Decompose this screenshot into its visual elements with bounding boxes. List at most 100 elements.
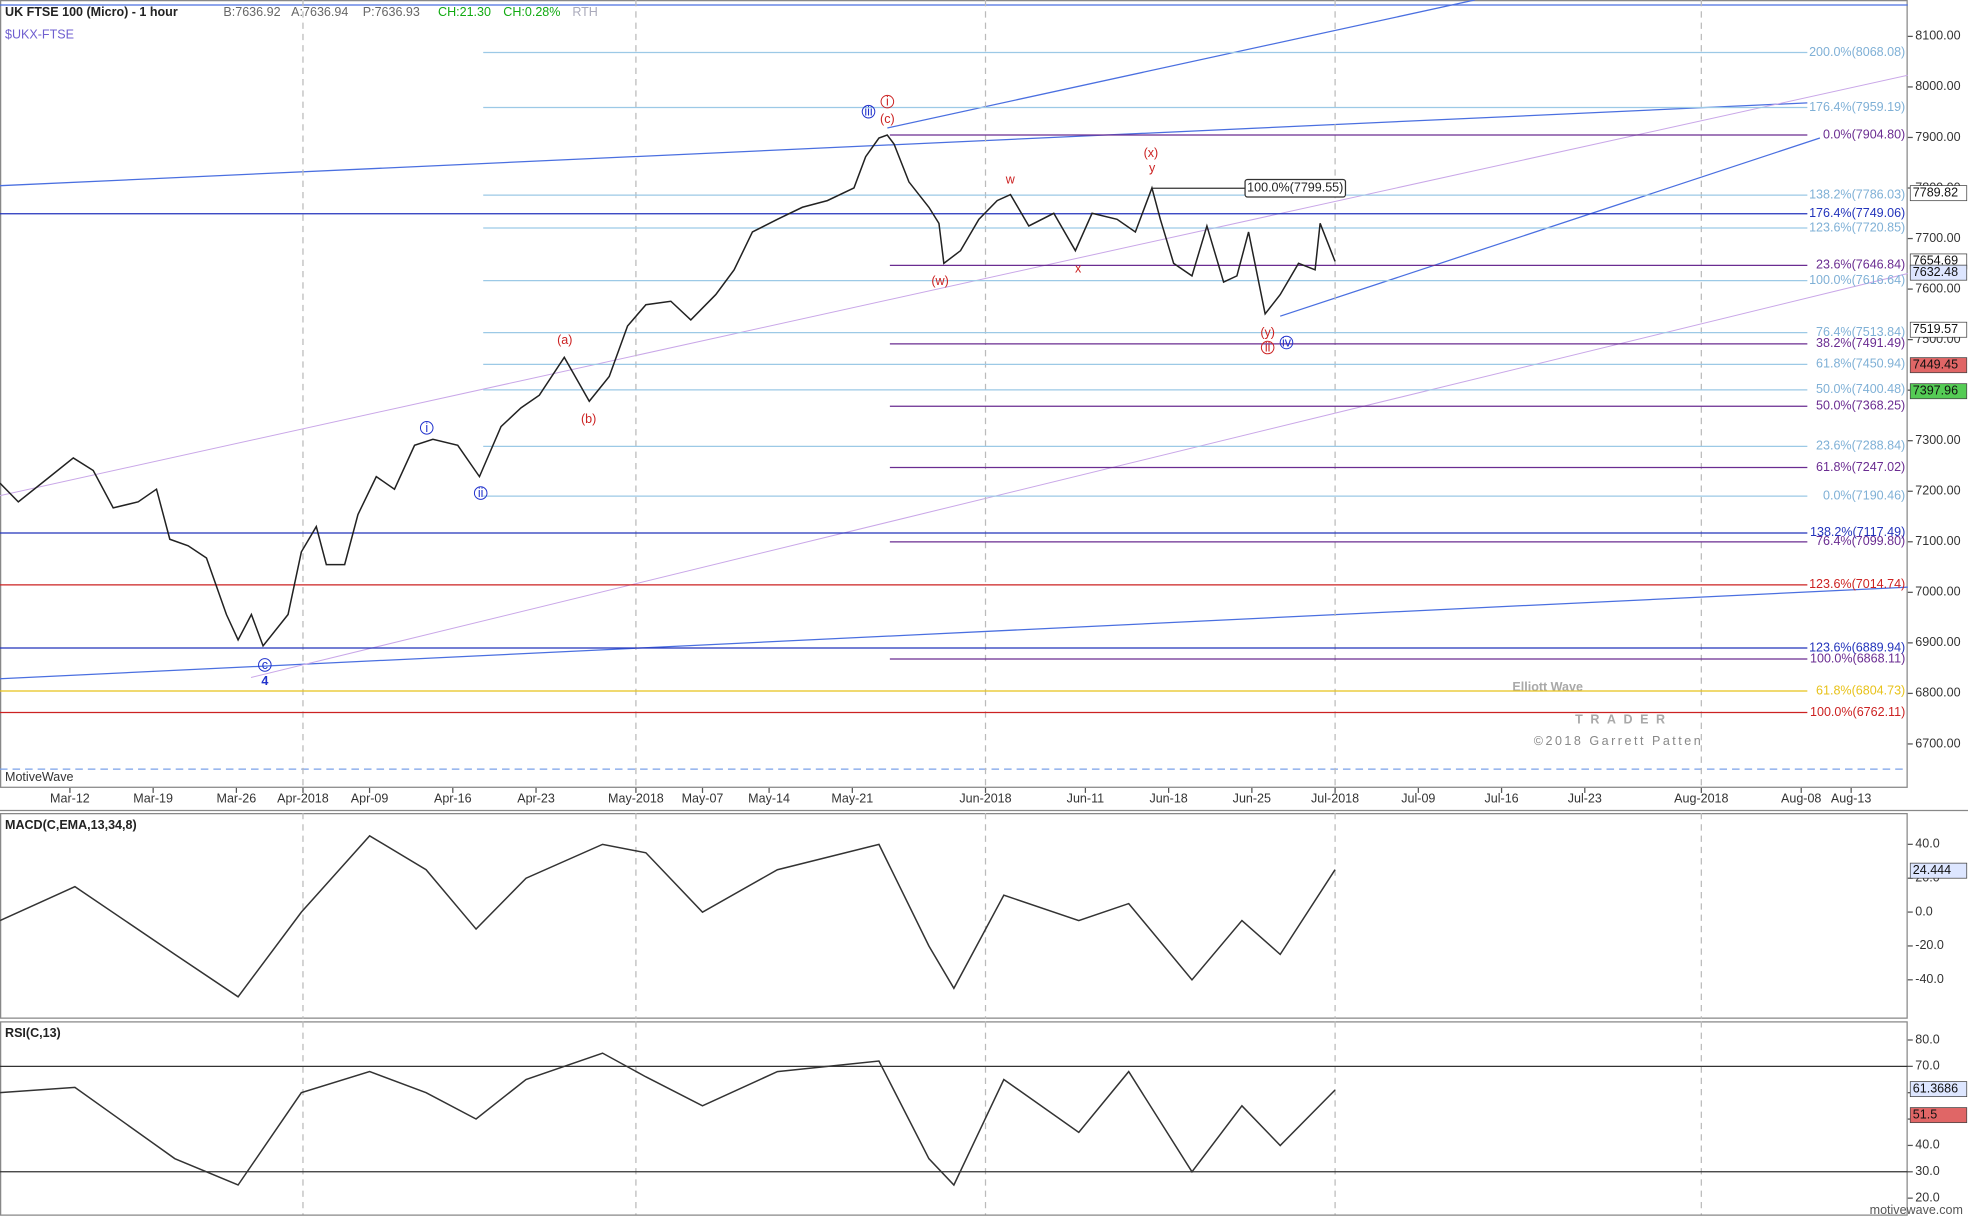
fib-label: 0.0%(7904.80) bbox=[1823, 127, 1905, 141]
fib-label: 100.0%(6762.11) bbox=[1810, 705, 1905, 719]
panel-title: RSI(C,13) bbox=[5, 1026, 61, 1040]
price-tag-label: 7654.69 bbox=[1913, 254, 1958, 268]
quote-field: RTH bbox=[572, 5, 598, 19]
price-tag bbox=[1909, 321, 1968, 338]
y-tick-label: 8000.00 bbox=[1915, 79, 1960, 93]
watermark-copyright: ©2018 Garrett Patten bbox=[1534, 734, 1704, 748]
y-tick-label: 7900.00 bbox=[1915, 130, 1960, 144]
fib-label: 138.2%(7117.49) bbox=[1810, 525, 1905, 539]
wave-label: ii bbox=[478, 486, 484, 500]
x-tick-label: Mar-19 bbox=[133, 792, 173, 806]
wave-circle bbox=[473, 486, 488, 500]
fib-label: 76.4%(7513.84) bbox=[1816, 325, 1905, 339]
series-line bbox=[0, 834, 1336, 998]
fib-label: 23.6%(7646.84) bbox=[1816, 258, 1905, 272]
y-tick-label: 70.0 bbox=[1915, 1059, 1939, 1073]
fib-label: 200.0%(8068.08) bbox=[1809, 45, 1905, 59]
y-tick-label: 7000.00 bbox=[1915, 585, 1960, 599]
price-tag bbox=[1909, 264, 1968, 281]
wave-label: x bbox=[1075, 261, 1082, 275]
wave-circle bbox=[1260, 340, 1275, 355]
fib-label: 123.6%(7720.85) bbox=[1809, 220, 1905, 234]
x-tick-label: Jul-23 bbox=[1568, 792, 1602, 806]
fib-label: 38.2%(7491.49) bbox=[1816, 336, 1905, 350]
x-tick-label: Mar-26 bbox=[217, 792, 257, 806]
price-tag-label: 51.5 bbox=[1913, 1107, 1937, 1121]
y-tick-label: 7700.00 bbox=[1915, 231, 1960, 245]
y-tick-label: 7100.00 bbox=[1915, 534, 1960, 548]
x-tick-label: Apr-16 bbox=[434, 792, 472, 806]
y-tick-label: 40.0 bbox=[1915, 837, 1939, 851]
x-tick-label: May-07 bbox=[682, 792, 724, 806]
x-tick-label: May-2018 bbox=[608, 792, 664, 806]
x-tick-label: Jun-2018 bbox=[959, 792, 1011, 806]
x-tick-label: Jun-11 bbox=[1067, 792, 1104, 806]
quote-field: P:7636.93 bbox=[363, 5, 420, 19]
x-tick-label: May-14 bbox=[748, 792, 790, 806]
panel-title: MACD(C,EMA,13,34,8) bbox=[5, 818, 137, 832]
trend-line bbox=[1280, 137, 1821, 317]
wave-label: (w) bbox=[931, 274, 948, 288]
y-tick-label: 6900.00 bbox=[1915, 635, 1960, 649]
fib-label: 176.4%(7749.06) bbox=[1809, 206, 1905, 220]
callout-label: 100.0%(7799.55) bbox=[1247, 181, 1343, 195]
price-tag bbox=[1909, 862, 1968, 879]
price-tag bbox=[1909, 1081, 1968, 1098]
x-tick-label: Jul-16 bbox=[1484, 792, 1518, 806]
wave-label: (x) bbox=[1144, 146, 1159, 160]
price-tag bbox=[1909, 185, 1968, 202]
channel-line bbox=[0, 74, 1908, 497]
x-tick-label: Jun-18 bbox=[1149, 792, 1187, 806]
x-tick-label: Aug-2018 bbox=[1674, 792, 1728, 806]
quote-field: CH:0.28% bbox=[503, 5, 560, 19]
price-tag-label: 24.444 bbox=[1913, 863, 1951, 877]
price-tag bbox=[1909, 1107, 1968, 1124]
wave-label: i bbox=[886, 95, 889, 109]
y-tick-label: 8100.00 bbox=[1915, 29, 1960, 43]
watermark-brand: Elliott Wave bbox=[1512, 680, 1583, 694]
y-tick-label: 40.0 bbox=[1915, 1138, 1939, 1152]
wave-circle bbox=[861, 104, 876, 119]
fib-label: 76.4%(7099.80) bbox=[1816, 534, 1905, 548]
wave-label: (c) bbox=[880, 112, 895, 126]
quote-field: CH:21.30 bbox=[438, 5, 491, 19]
fib-label: 23.6%(7288.84) bbox=[1816, 439, 1905, 453]
wave-circle bbox=[419, 421, 434, 435]
wave-label: (a) bbox=[557, 333, 572, 347]
wave-circle bbox=[258, 658, 272, 672]
fib-label: 176.4%(7959.19) bbox=[1809, 100, 1905, 114]
y-tick-label: 30.0 bbox=[1915, 1164, 1939, 1178]
y-tick-label: 7200.00 bbox=[1915, 484, 1960, 498]
wave-circle bbox=[1279, 335, 1294, 350]
price-tag-label: 7632.48 bbox=[1913, 265, 1958, 279]
wave-label: (y) bbox=[1260, 325, 1275, 339]
wave-label: 4 bbox=[261, 674, 268, 688]
macd-panel bbox=[0, 813, 1908, 1019]
price-tag bbox=[1909, 383, 1968, 400]
rsi-panel bbox=[0, 1021, 1908, 1216]
fib-label: 61.8%(7247.02) bbox=[1816, 460, 1905, 474]
chart-title: UK FTSE 100 (Micro) - 1 hour bbox=[5, 5, 178, 19]
fib-label: 100.0%(6868.11) bbox=[1810, 651, 1905, 665]
wave-label: c bbox=[262, 658, 268, 672]
footer: motivewave.com bbox=[1870, 1203, 1963, 1217]
fib-label: 61.8%(7450.94) bbox=[1816, 357, 1905, 371]
price-panel bbox=[0, 0, 1908, 788]
quote-field: A:7636.94 bbox=[291, 5, 348, 19]
channel-lines bbox=[0, 74, 1908, 678]
x-tick-label: Apr-23 bbox=[517, 792, 555, 806]
x-tick-label: Mar-12 bbox=[50, 792, 90, 806]
y-tick-label: 6700.00 bbox=[1915, 736, 1960, 750]
y-tick-label: -20.0 bbox=[1915, 938, 1944, 952]
wave-label: ii bbox=[1265, 340, 1271, 354]
price-tag-label: 7449.45 bbox=[1913, 357, 1958, 371]
series-line bbox=[0, 1052, 1336, 1187]
wave-label: iii bbox=[864, 105, 872, 119]
fib-label: 50.0%(7368.25) bbox=[1816, 399, 1905, 413]
price-tag-label: 7397.96 bbox=[1913, 384, 1958, 398]
y-tick-label: 7600.00 bbox=[1915, 281, 1960, 295]
y-tick-label: -40.0 bbox=[1915, 972, 1944, 986]
fib-label: 138.2%(7786.03) bbox=[1809, 187, 1905, 201]
fib-label: 123.6%(6889.94) bbox=[1809, 640, 1905, 654]
